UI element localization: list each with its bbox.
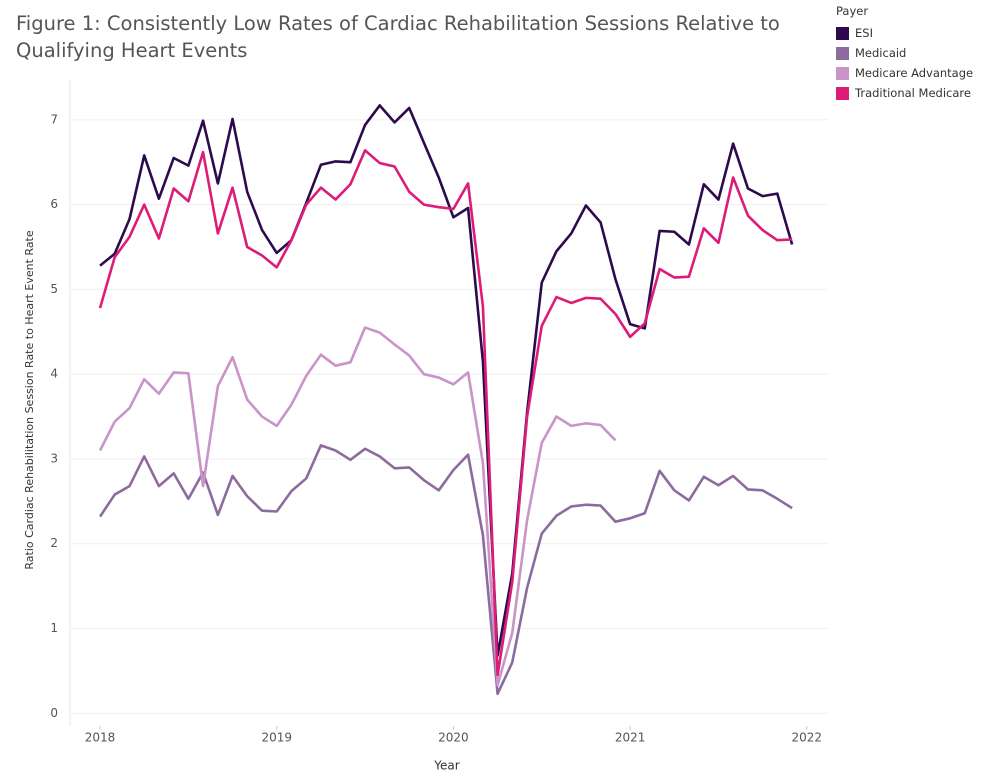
y-axis-label: Ratio Cardiac Rehabilitation Session Rat…	[23, 230, 36, 570]
legend-item: ESI	[836, 23, 973, 43]
legend-swatch	[836, 46, 849, 60]
legend-label: Traditional Medicare	[855, 86, 971, 100]
legend-swatch	[836, 26, 849, 40]
x-tick-label: 2019	[261, 731, 292, 745]
y-tick-label: 7	[50, 112, 58, 126]
y-tick-label: 0	[50, 706, 58, 720]
data-line	[98, 326, 617, 687]
legend-title: Payer	[836, 4, 869, 18]
legend: Payer ESI Medicaid Medicare Advantage Tradi…	[836, 4, 973, 103]
data-line	[98, 444, 793, 696]
data-line	[99, 104, 794, 657]
x-axis-label: Year	[433, 759, 459, 773]
legend-label: Medicare Advantage	[855, 66, 974, 80]
y-tick-label: 4	[50, 367, 58, 381]
legend-item: Traditional Medicare	[836, 83, 973, 103]
y-tick-label: 3	[50, 451, 58, 465]
y-tick-label: 1	[50, 621, 58, 635]
legend-item: Medicare Advantage	[836, 63, 973, 83]
y-tick-label: 5	[50, 282, 58, 296]
y-tick-label: 6	[50, 197, 58, 211]
legend-label: Medicaid	[855, 46, 907, 60]
y-tick-label: 2	[50, 536, 58, 550]
legend-swatch	[836, 86, 849, 100]
chart-title: Figure 1: Consistently Low Rates of Card…	[16, 12, 780, 62]
legend-item: Medicaid	[836, 43, 973, 63]
x-tick-label: 2022	[792, 731, 823, 745]
x-tick-label: 2018	[85, 731, 116, 745]
legend-swatch	[836, 66, 849, 80]
x-tick-label: 2020	[438, 731, 469, 745]
legend-label: ESI	[855, 26, 873, 40]
data-line	[98, 149, 793, 677]
x-tick-label: 2021	[615, 731, 646, 745]
